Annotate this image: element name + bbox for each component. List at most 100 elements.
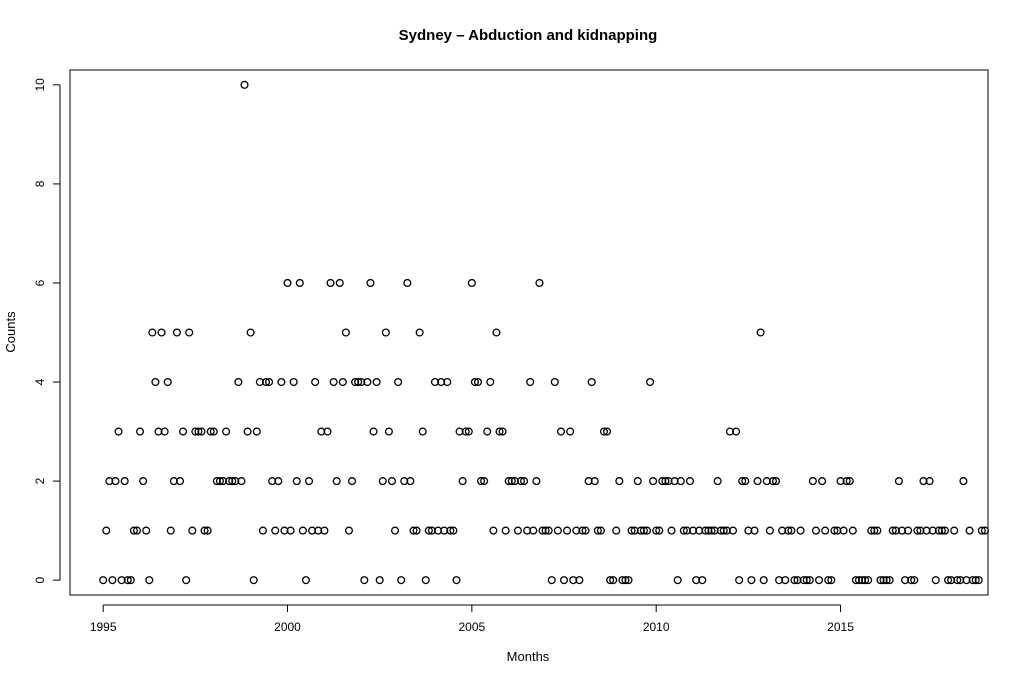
data-point: [679, 526, 688, 535]
data-point: [172, 328, 181, 337]
data-point: [461, 427, 470, 436]
data-point: [458, 477, 467, 486]
data-point: [821, 526, 830, 535]
data-point: [839, 526, 848, 535]
data-point: [516, 477, 526, 486]
x-axis-label: Months: [507, 649, 550, 664]
data-point: [175, 477, 185, 486]
data-point: [556, 427, 565, 436]
data-point: [427, 526, 436, 535]
data-point: [944, 576, 953, 585]
data-point: [523, 526, 532, 535]
data-point: [412, 526, 421, 535]
data-point: [649, 477, 658, 486]
data-point: [934, 526, 943, 535]
x-tick-label: 1995: [90, 620, 117, 634]
data-point: [139, 477, 148, 486]
data-point: [750, 526, 759, 535]
data-point: [581, 526, 590, 535]
data-point: [231, 477, 240, 486]
y-tick-label: 4: [33, 378, 47, 385]
data-point: [830, 526, 839, 535]
data-point: [695, 526, 704, 535]
y-tick-label: 6: [33, 279, 47, 286]
data-point: [547, 576, 556, 585]
data-point: [243, 427, 252, 436]
data-point: [311, 377, 320, 387]
data-point: [566, 427, 575, 436]
data-point: [384, 427, 393, 436]
data-point: [682, 526, 691, 535]
data-point: [354, 377, 363, 387]
data-point: [486, 377, 495, 387]
data-point: [455, 427, 464, 436]
data-point: [633, 477, 642, 486]
x-tick-label: 2005: [459, 620, 486, 634]
data-point: [910, 576, 919, 585]
data-point: [114, 427, 123, 436]
data-point: [369, 427, 378, 436]
data-point: [228, 477, 237, 486]
data-point: [950, 526, 959, 535]
data-point: [725, 427, 734, 436]
data-point: [477, 477, 486, 486]
data-point: [437, 377, 446, 387]
data-point: [621, 576, 630, 585]
data-point: [123, 576, 132, 585]
data-point: [735, 576, 744, 585]
data-point: [753, 477, 762, 486]
data-point: [707, 526, 716, 535]
data-point: [630, 526, 639, 535]
data-point: [283, 278, 292, 288]
data-point: [424, 526, 433, 535]
data-point: [102, 526, 111, 535]
data-point: [701, 526, 710, 535]
data-point: [295, 278, 304, 288]
x-tick-label: 2015: [827, 620, 854, 634]
data-point: [430, 377, 440, 387]
data-point: [148, 328, 157, 337]
data-point: [882, 576, 891, 585]
data-point: [277, 377, 286, 387]
data-point: [956, 576, 965, 585]
data-point: [452, 576, 461, 585]
data-point: [636, 526, 645, 535]
data-point: [157, 328, 166, 337]
data-point: [787, 526, 796, 535]
data-point: [317, 427, 326, 436]
data-point: [329, 377, 338, 387]
data-point: [652, 526, 661, 535]
data-point: [274, 477, 283, 486]
y-axis-label: Counts: [3, 311, 18, 353]
data-point: [563, 526, 572, 535]
data-point: [775, 576, 784, 585]
data-point: [805, 576, 814, 585]
data-point: [639, 526, 648, 535]
data-point: [234, 377, 243, 387]
data-point: [575, 576, 584, 585]
data-point: [845, 477, 854, 486]
data-point: [268, 477, 277, 486]
data-point: [375, 576, 384, 585]
data-point: [323, 427, 332, 436]
data-point: [535, 278, 544, 288]
data-point: [974, 576, 983, 585]
data-point: [824, 576, 833, 585]
data-point: [968, 576, 977, 585]
data-point: [240, 80, 249, 89]
data-point: [836, 477, 845, 486]
data-point: [406, 477, 415, 486]
data-point: [209, 427, 218, 436]
data-point: [894, 477, 903, 486]
data-point: [965, 526, 974, 535]
data-point: [237, 477, 246, 486]
data-point: [289, 377, 298, 387]
data-point: [854, 576, 864, 585]
data-point: [203, 526, 212, 535]
data-point: [513, 526, 522, 535]
y-tick-label: 8: [33, 180, 47, 187]
data-point: [507, 477, 516, 486]
data-point: [544, 526, 553, 535]
data-point: [612, 526, 621, 535]
data-point: [907, 576, 916, 585]
